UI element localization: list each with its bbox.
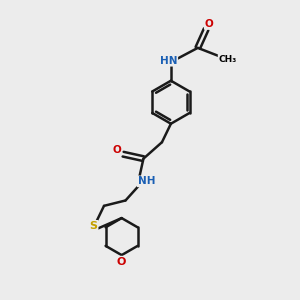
Text: NH: NH — [138, 176, 155, 186]
Text: O: O — [205, 19, 214, 29]
Text: O: O — [112, 145, 121, 155]
Text: HN: HN — [160, 56, 177, 66]
Text: CH₃: CH₃ — [218, 55, 237, 64]
Text: O: O — [117, 257, 126, 267]
Text: S: S — [90, 221, 98, 231]
